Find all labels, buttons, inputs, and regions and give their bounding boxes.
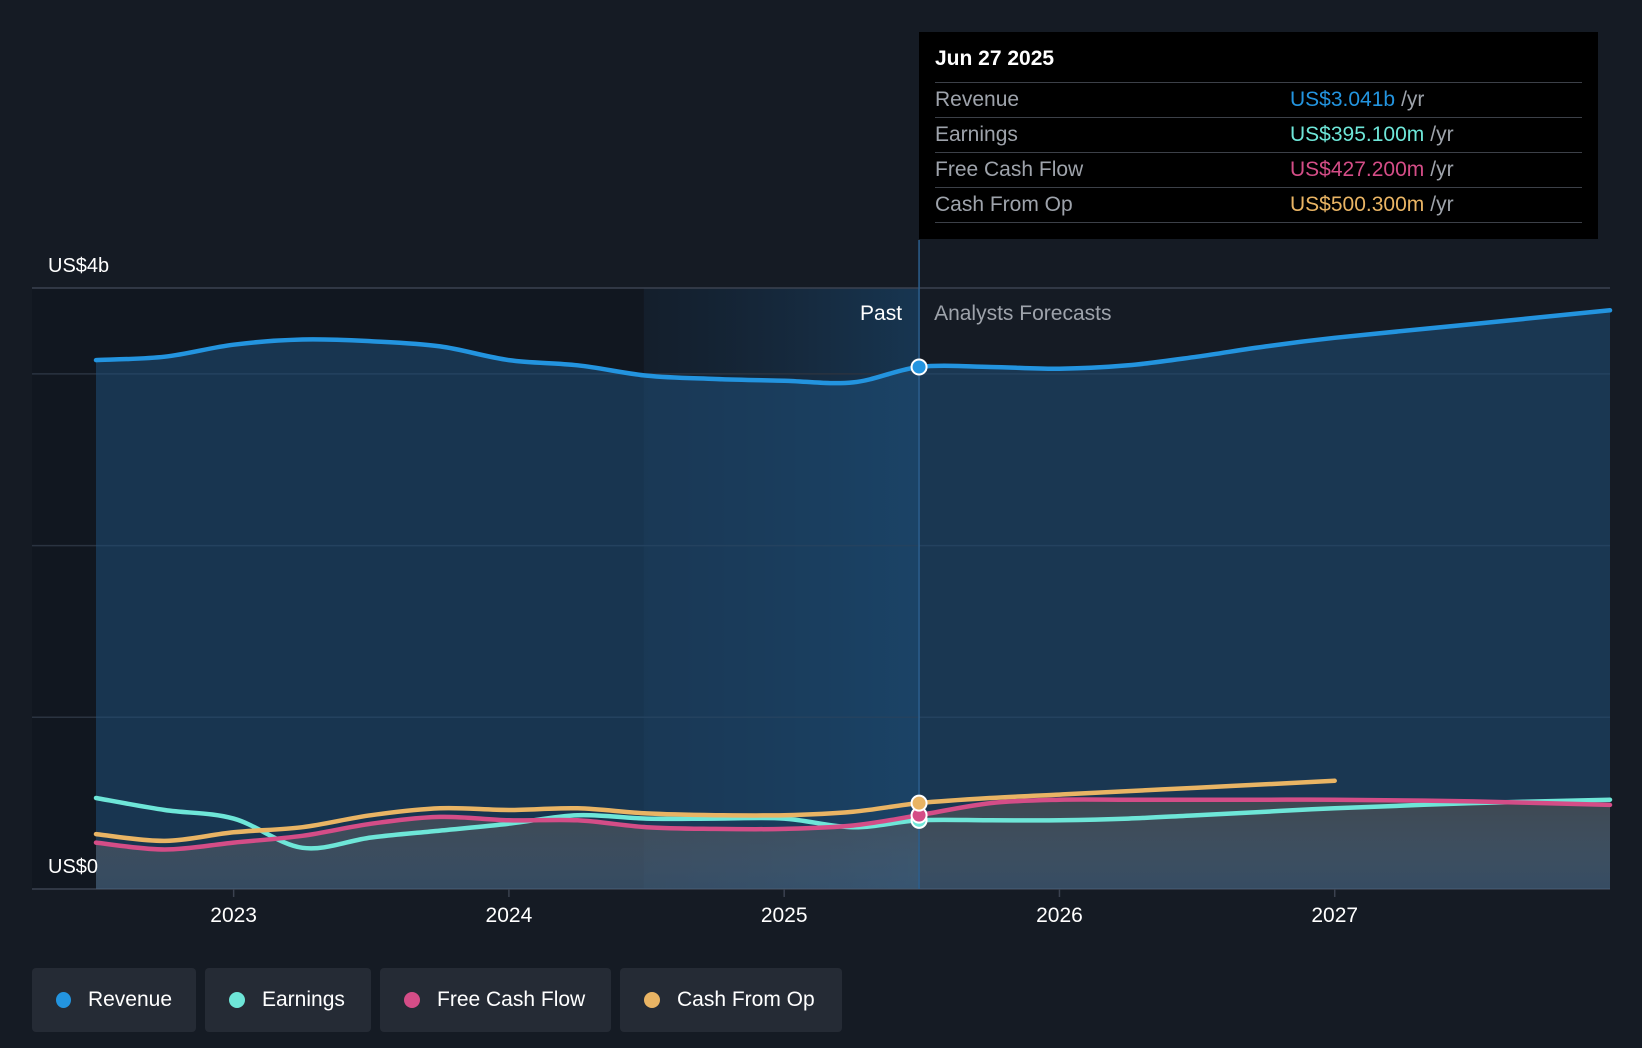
tooltip-value: US$3.041b [1290, 88, 1396, 111]
tooltip-row-revenue: Revenue US$3.041b /yr [935, 82, 1582, 117]
free-cash-flow-dot-icon [404, 992, 420, 1008]
legend-label: Revenue [87, 988, 172, 1011]
tooltip: Jun 27 2025 Revenue US$3.041b /yr Earnin… [919, 32, 1598, 239]
tooltip-value: US$427.200m [1290, 158, 1425, 181]
forecast-label: Analysts Forecasts [934, 302, 1111, 325]
y-axis-label: US$0 [48, 856, 98, 878]
tooltip-label: Earnings [935, 123, 1018, 146]
tooltip-unit: /yr [1430, 123, 1454, 146]
tooltip-value: US$500.300m [1290, 193, 1425, 216]
tooltip-label: Free Cash Flow [935, 158, 1084, 181]
cash-from-op-line [93, 778, 1337, 844]
tooltip-unit: /yr [1401, 88, 1425, 111]
legend-item-earnings[interactable]: Earnings [205, 968, 371, 1032]
free-cash-flow-line [93, 797, 1613, 852]
revenue-marker[interactable] [910, 358, 928, 376]
past-label: Past [860, 302, 902, 325]
earnings-dot-icon [229, 992, 245, 1008]
cash-flow-area [96, 799, 1610, 889]
tooltip-row-cash-from-op: Cash From Op US$500.300m /yr [935, 187, 1582, 223]
tooltip-label: Revenue [935, 88, 1020, 111]
legend-label: Cash From Op [677, 988, 815, 1011]
legend: Revenue Earnings Free Cash Flow Cash Fro… [32, 968, 842, 1032]
y-axis-label: US$4b [48, 255, 109, 277]
x-tick-label: 2026 [1036, 904, 1083, 927]
tooltip-row-free-cash-flow: Free Cash Flow US$427.200m /yr [935, 152, 1582, 187]
legend-item-revenue[interactable]: Revenue [32, 968, 196, 1032]
cash-from-op-dot-icon [644, 992, 660, 1008]
tooltip-value: US$395.100m [1290, 123, 1425, 146]
x-tick-label: 2025 [761, 904, 808, 927]
revenue-dot-icon [56, 992, 71, 1008]
revenue-area [96, 310, 1610, 889]
earnings-line [93, 795, 1613, 851]
revenue-line [93, 308, 1613, 386]
tooltip-row-earnings: Earnings US$395.100m /yr [935, 117, 1582, 152]
tooltip-unit: /yr [1430, 158, 1454, 181]
legend-label: Earnings [262, 988, 345, 1011]
tooltip-unit: /yr [1430, 193, 1454, 216]
cash-from-op-marker[interactable] [910, 794, 928, 812]
legend-item-free-cash-flow[interactable]: Free Cash Flow [380, 968, 611, 1032]
legend-label: Free Cash Flow [437, 988, 586, 1011]
legend-item-cash-from-op[interactable]: Cash From Op [620, 968, 842, 1032]
x-tick-label: 2024 [486, 904, 533, 927]
x-tick-label: 2023 [210, 904, 257, 927]
tooltip-label: Cash From Op [935, 193, 1073, 216]
x-tick-label: 2027 [1311, 904, 1358, 927]
tooltip-date: Jun 27 2025 [935, 47, 1055, 70]
